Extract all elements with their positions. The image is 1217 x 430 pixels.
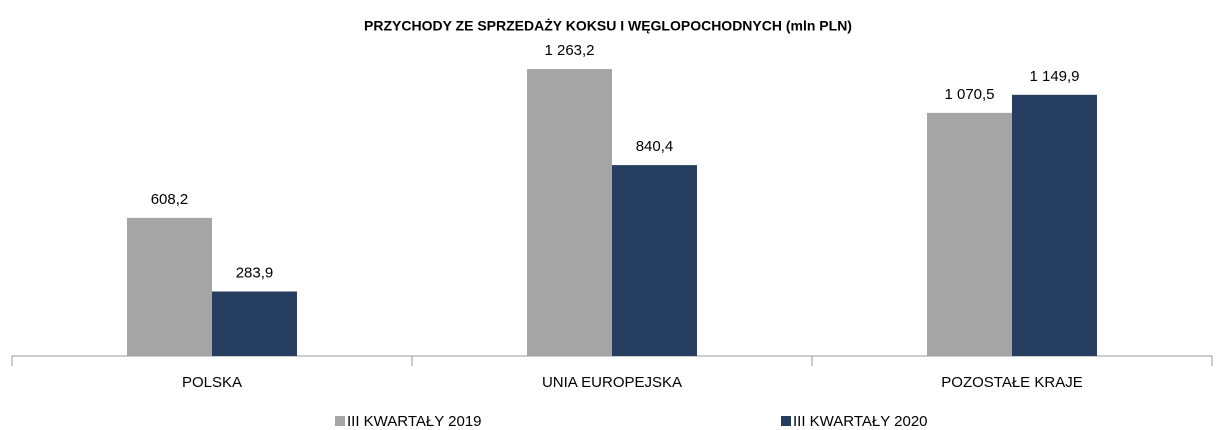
legend-label: III KWARTAŁY 2019 <box>347 413 482 430</box>
bar <box>612 165 697 356</box>
data-label: 283,9 <box>236 264 274 281</box>
data-label: 1 149,9 <box>1029 68 1079 85</box>
bar <box>527 69 612 356</box>
x-tick-label: POZOSTAŁE KRAJE <box>941 374 1082 391</box>
legend-swatch <box>335 416 345 426</box>
data-label: 1 263,2 <box>544 42 594 59</box>
legend-swatch <box>781 416 791 426</box>
bar <box>927 112 1012 357</box>
data-label: 840,4 <box>636 138 674 155</box>
x-tick-label: POLSKA <box>182 374 242 391</box>
data-label: 1 070,5 <box>944 86 994 103</box>
bar <box>127 217 212 356</box>
x-tick-label: UNIA EUROPEJSKA <box>542 374 682 391</box>
legend-label: III KWARTAŁY 2020 <box>793 413 928 430</box>
bar <box>1012 94 1097 357</box>
bar <box>212 291 297 356</box>
chart-title: PRZYCHODY ZE SPRZEDAŻY KOKSU I WĘGLOPOCH… <box>364 18 852 34</box>
data-label: 608,2 <box>151 191 189 208</box>
